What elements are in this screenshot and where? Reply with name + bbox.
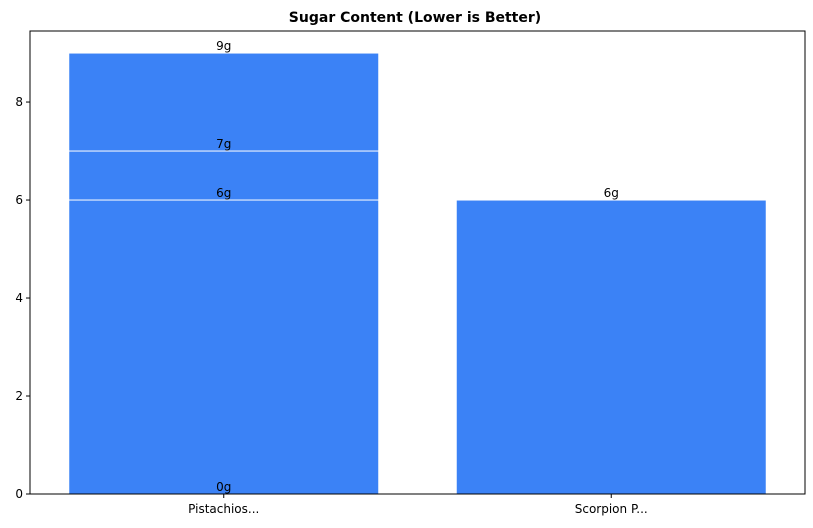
bar-0-2: [68, 199, 380, 495]
axes-layer: 0 2 4 6 8 Pistachios... Scorpion P...: [15, 30, 806, 516]
y-tick-label-3: 6: [15, 193, 23, 207]
plot-frame: [29, 30, 806, 495]
chart-title: Sugar Content (Lower is Better): [289, 10, 541, 26]
bar-1-4: [455, 199, 767, 495]
x-tick-label-1: Scorpion P...: [575, 502, 648, 516]
data-labels-layer: 9g 7g 6g 0g 6g: [216, 39, 619, 494]
data-label-0: 9g: [216, 39, 231, 53]
data-label-3: 0g: [216, 480, 231, 494]
data-label-2: 6g: [216, 186, 231, 200]
y-tick-label-1: 2: [15, 389, 23, 403]
y-tick-label-2: 4: [15, 291, 23, 305]
data-label-1: 7g: [216, 137, 231, 151]
data-label-4: 6g: [604, 186, 619, 200]
bars-layer: [68, 52, 767, 495]
y-tick-label-4: 8: [15, 95, 23, 109]
y-tick-label-0: 0: [15, 487, 23, 501]
x-tick-label-0: Pistachios...: [188, 502, 259, 516]
